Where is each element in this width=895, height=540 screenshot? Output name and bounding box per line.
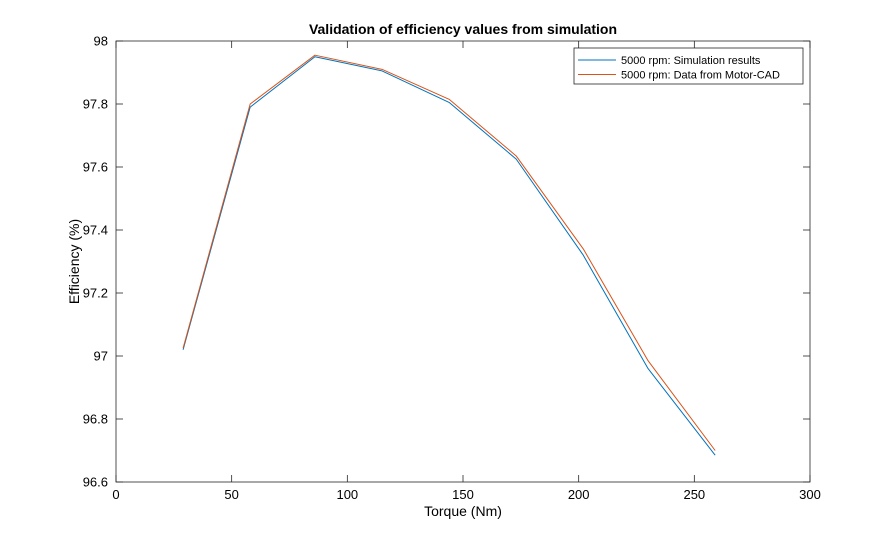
- y-tick-label: 96.6: [83, 475, 108, 490]
- y-ticks: 96.6 96.8 97 97.2 97.4 97.6 97.8 98: [83, 34, 810, 490]
- y-tick-label: 97.2: [83, 286, 108, 301]
- legend-box: [573, 47, 804, 85]
- legend: 5000 rpm: Simulation results 5000 rpm: D…: [573, 47, 804, 85]
- plot-background: [116, 41, 810, 482]
- chart-title: Validation of efficiency values from sim…: [309, 21, 617, 37]
- x-tick-label: 100: [336, 487, 358, 502]
- series-line-motorcad: [182, 54, 716, 451]
- y-tick-label: 97.6: [83, 160, 108, 175]
- x-axis-label: Torque (Nm): [424, 503, 502, 519]
- y-tick-label: 96.8: [83, 412, 108, 427]
- y-tick-label: 98: [94, 34, 108, 49]
- x-tick-label: 150: [452, 487, 474, 502]
- y-tick-label: 97.4: [83, 223, 108, 238]
- x-tick-label: 0: [112, 487, 119, 502]
- x-tick-label: 200: [568, 487, 590, 502]
- y-tick-label: 97: [94, 349, 108, 364]
- x-ticks: 0 50 100 150 200 250 300: [112, 41, 821, 502]
- plot-area: [116, 41, 810, 482]
- legend-label-motorcad: 5000 rpm: Data from Motor-CAD: [621, 70, 780, 82]
- x-tick-label: 300: [799, 487, 821, 502]
- y-axis-label: Efficiency (%): [66, 219, 82, 304]
- legend-label-simulation: 5000 rpm: Simulation results: [621, 55, 761, 67]
- x-tick-label: 250: [683, 487, 705, 502]
- series-layer: [182, 54, 716, 456]
- series-line-simulation: [182, 56, 716, 456]
- y-tick-label: 97.8: [83, 97, 108, 112]
- x-tick-label: 50: [224, 487, 238, 502]
